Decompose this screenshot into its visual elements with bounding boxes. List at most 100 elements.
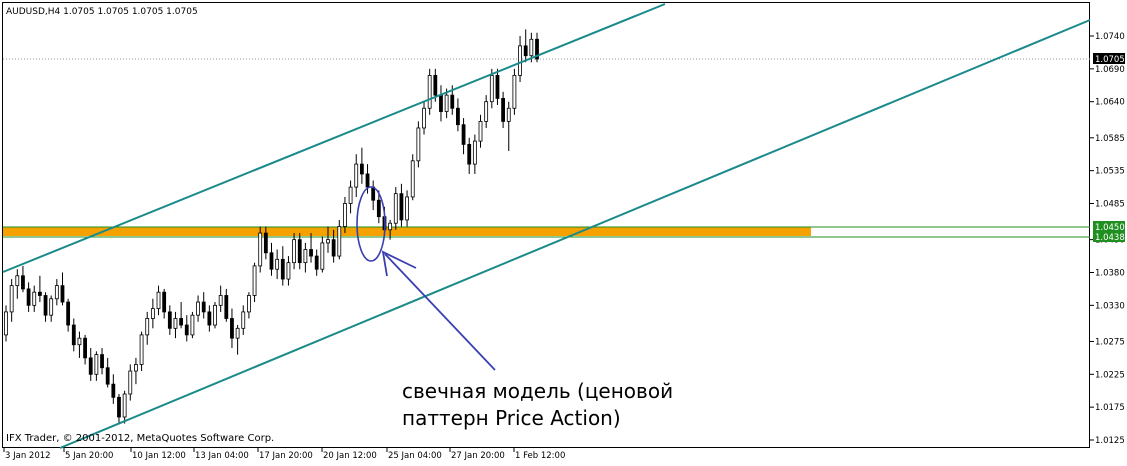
candle-body (150, 308, 155, 319)
chart-header-symbol: AUDUSD,H4 1.0705 1.0705 1.0705 1.0705 (6, 7, 198, 17)
candle-body (60, 285, 65, 303)
candle-body (371, 186, 376, 201)
candle-body (100, 354, 104, 369)
plot-frame (2, 2, 1090, 448)
time-tick-label: 1 Feb 12:00 (515, 451, 565, 461)
support-level-tag-lower (1093, 231, 1125, 242)
candlestick-series (4, 29, 539, 424)
candle-body (173, 318, 178, 329)
price-tick-label: 1.0585 (1095, 134, 1125, 144)
candle-body (484, 101, 489, 122)
support-zone (3, 227, 811, 236)
price-tick-label: 1.0275 (1095, 337, 1125, 347)
candle-body (134, 364, 138, 372)
candle-body (139, 334, 144, 365)
candle-body (405, 196, 409, 221)
time-tick-label: 27 Jan 20:00 (451, 451, 505, 461)
candle-body (376, 199, 381, 218)
time-tick-label: 13 Jan 04:00 (195, 451, 249, 461)
pattern-highlight-ellipse[interactable] (356, 186, 386, 262)
time-tick-label: 10 Jan 12:00 (132, 451, 186, 461)
candle-body (518, 45, 522, 76)
candle-body (190, 314, 195, 336)
candle-body (184, 324, 189, 336)
support-level-tag-upper (1093, 221, 1125, 232)
candle-body (105, 367, 110, 385)
candle-body (354, 163, 359, 188)
candle-body (444, 94, 449, 112)
candle-body (343, 203, 347, 227)
time-tick-label: 5 Jan 20:00 (65, 451, 113, 461)
candle-body (207, 311, 212, 326)
candle-body (26, 288, 31, 306)
candle-body (297, 239, 302, 264)
candle-body (523, 45, 528, 57)
candle-body (495, 75, 500, 99)
candle-body (467, 143, 472, 165)
price-tick-label: 1.0640 (1095, 98, 1125, 108)
channel-upper-line[interactable] (2, 3, 666, 273)
price-tick-label: 1.0690 (1095, 65, 1125, 75)
candle-body (303, 249, 308, 264)
candle-body (461, 124, 466, 145)
candle-body (439, 94, 443, 112)
candle-body (292, 239, 296, 264)
candle-body (32, 291, 37, 306)
candle-body (128, 370, 133, 395)
candle-body (320, 242, 325, 270)
candle-body (331, 239, 336, 257)
candle-body (337, 226, 342, 257)
candle-body (427, 75, 432, 109)
candle-body (478, 120, 483, 142)
candle-body (489, 75, 494, 103)
copyright-text: IFX Trader, © 2001-2012, MetaQuotes Soft… (6, 433, 274, 444)
current-price-tag-text: 1.0705 (1095, 55, 1125, 65)
candle-body (71, 324, 76, 346)
channel-lower-line[interactable] (59, 19, 1091, 449)
candle-body (88, 357, 93, 375)
candle-body (15, 275, 20, 287)
price-tick-label: 1.0380 (1095, 268, 1125, 278)
annotation-text-line-1: свечная модель (ценовой (402, 379, 673, 403)
candle-body (314, 255, 319, 270)
price-tick-label: 1.0330 (1095, 301, 1125, 311)
candle-body (529, 38, 534, 57)
annotation-text-line-2: паттерн Price Action) (402, 406, 621, 430)
candle-body (167, 311, 172, 329)
candle-body (506, 107, 511, 122)
candle-body (450, 94, 455, 109)
candle-body (456, 107, 460, 126)
time-tick-label: 25 Jan 04:00 (388, 451, 442, 461)
candle-body (122, 393, 127, 418)
candle-body (83, 337, 87, 359)
candle-body (156, 291, 161, 310)
price-tick-label: 1.0175 (1095, 403, 1125, 413)
candle-body (247, 295, 251, 313)
candle-body (309, 249, 313, 257)
candle-body (49, 298, 54, 316)
candle-body (388, 222, 393, 231)
candle-body (399, 193, 404, 221)
candle-body (393, 193, 398, 224)
annotation-arrow[interactable] (384, 253, 496, 371)
current-price-tag (1093, 53, 1125, 64)
candle-body (433, 75, 438, 96)
candle-body (359, 163, 364, 175)
time-tick-label: 17 Jan 20:00 (259, 451, 313, 461)
candle-body (77, 337, 82, 346)
candle-body (9, 285, 14, 313)
price-tick-label: 1.0740 (1095, 32, 1125, 42)
candle-body (21, 275, 25, 290)
candle-body (269, 252, 274, 270)
candle-body (43, 295, 48, 316)
candle-body (117, 396, 121, 418)
candle-body (94, 354, 99, 375)
candle-body (501, 98, 506, 122)
candle-body (218, 295, 223, 306)
candle-body (54, 285, 59, 300)
candle-body (326, 239, 330, 244)
candle-body (241, 311, 246, 329)
candle-body (201, 301, 206, 313)
